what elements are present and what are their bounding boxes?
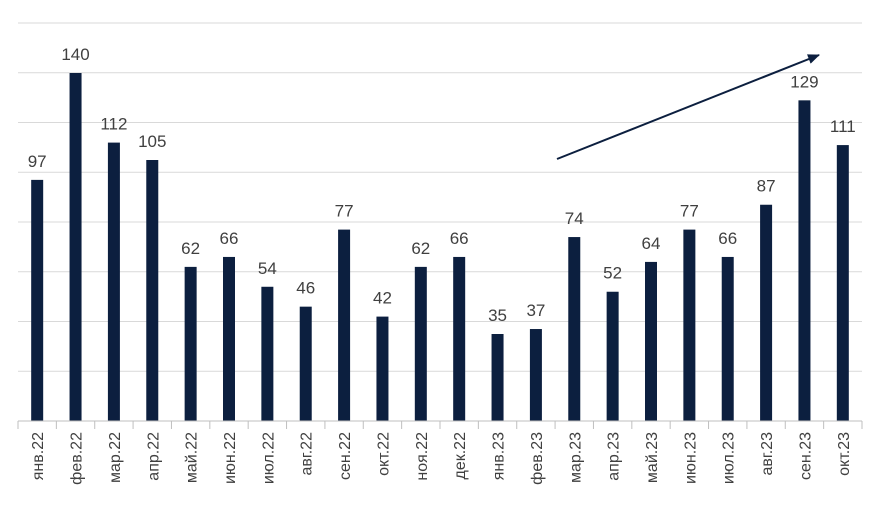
bar-фев.22 bbox=[69, 73, 82, 421]
category-label: май.23 bbox=[644, 432, 661, 483]
value-label: 66 bbox=[718, 229, 737, 248]
value-label: 35 bbox=[488, 306, 507, 325]
bar-апр.22 bbox=[146, 160, 159, 421]
category-label: янв.23 bbox=[491, 432, 508, 480]
category-label: апр.23 bbox=[606, 432, 623, 481]
value-label: 77 bbox=[335, 202, 354, 221]
value-label: 64 bbox=[642, 234, 661, 253]
bars bbox=[31, 73, 849, 422]
bar-июн.22 bbox=[223, 256, 235, 421]
category-label: сен.22 bbox=[337, 432, 354, 480]
trend-arrow-line bbox=[556, 54, 820, 160]
category-label: сен.23 bbox=[797, 432, 814, 480]
value-label: 62 bbox=[181, 239, 200, 258]
value-label: 97 bbox=[28, 152, 47, 171]
x-axis-ticks bbox=[17, 421, 863, 429]
category-label: май.22 bbox=[184, 432, 201, 483]
value-label: 77 bbox=[680, 202, 699, 221]
category-label: ноя.22 bbox=[414, 432, 431, 481]
value-label: 105 bbox=[138, 132, 166, 151]
category-label: фев.23 bbox=[529, 432, 546, 485]
category-label: окт.23 bbox=[836, 432, 853, 476]
bar-ноя.22 bbox=[414, 266, 427, 421]
value-label: 112 bbox=[100, 115, 127, 134]
category-label: июл.22 bbox=[260, 432, 277, 484]
bar-апр.23 bbox=[606, 291, 619, 421]
category-label: июн.23 bbox=[682, 432, 699, 484]
bar-авг.22 bbox=[299, 306, 312, 421]
value-label: 66 bbox=[450, 229, 469, 248]
value-label: 46 bbox=[296, 279, 315, 298]
value-label: 111 bbox=[830, 117, 856, 136]
bar-янв.22 bbox=[31, 179, 44, 421]
value-label: 129 bbox=[790, 72, 818, 91]
category-label: июл.23 bbox=[721, 432, 738, 484]
category-label: апр.22 bbox=[145, 432, 162, 481]
bar-окт.22 bbox=[376, 316, 389, 421]
value-label: 140 bbox=[61, 45, 89, 64]
value-label: 42 bbox=[373, 289, 392, 308]
bar-авг.23 bbox=[760, 204, 773, 421]
value-label: 62 bbox=[411, 239, 430, 258]
value-label: 37 bbox=[526, 301, 545, 320]
category-label: фев.22 bbox=[69, 432, 86, 485]
bar-июл.23 bbox=[721, 256, 734, 421]
bar-дек.22 bbox=[453, 256, 466, 421]
category-label: авг.23 bbox=[759, 432, 776, 476]
value-label: 52 bbox=[603, 264, 622, 283]
category-label: янв.22 bbox=[30, 432, 47, 480]
category-label: мар.23 bbox=[567, 432, 584, 483]
value-label: 54 bbox=[258, 259, 277, 278]
bar-янв.23 bbox=[491, 334, 504, 421]
bar-мар.22 bbox=[107, 142, 120, 421]
category-label: июн.22 bbox=[222, 432, 239, 484]
category-label: дек.22 bbox=[452, 432, 469, 480]
bar-май.22 bbox=[184, 266, 197, 421]
value-labels: 97 140 112 105 62 66 54 46 77 42 62 66 35 37 74 52 64 77 6… bbox=[28, 45, 856, 325]
trend-arrow bbox=[556, 54, 820, 160]
bar-сен.22 bbox=[338, 229, 351, 421]
category-labels: янв.22 фев.22 мар.22 апр.22 май.22 июн.22 июл.… bbox=[30, 432, 853, 485]
category-label: окт.22 bbox=[375, 432, 392, 476]
bar-сен.23 bbox=[798, 100, 811, 421]
bar-фев.23 bbox=[529, 329, 542, 421]
value-label: 74 bbox=[565, 209, 584, 228]
category-label: мар.22 bbox=[107, 432, 124, 483]
bar-окт.23 bbox=[836, 145, 849, 422]
value-label: 66 bbox=[220, 229, 239, 248]
bar-мар.23 bbox=[568, 237, 581, 421]
bar-май.23 bbox=[645, 261, 657, 421]
bar-июн.23 bbox=[683, 229, 696, 421]
gridlines bbox=[18, 22, 862, 372]
category-label: авг.22 bbox=[299, 432, 316, 476]
value-label: 87 bbox=[757, 177, 776, 196]
bar-июл.22 bbox=[261, 286, 274, 421]
